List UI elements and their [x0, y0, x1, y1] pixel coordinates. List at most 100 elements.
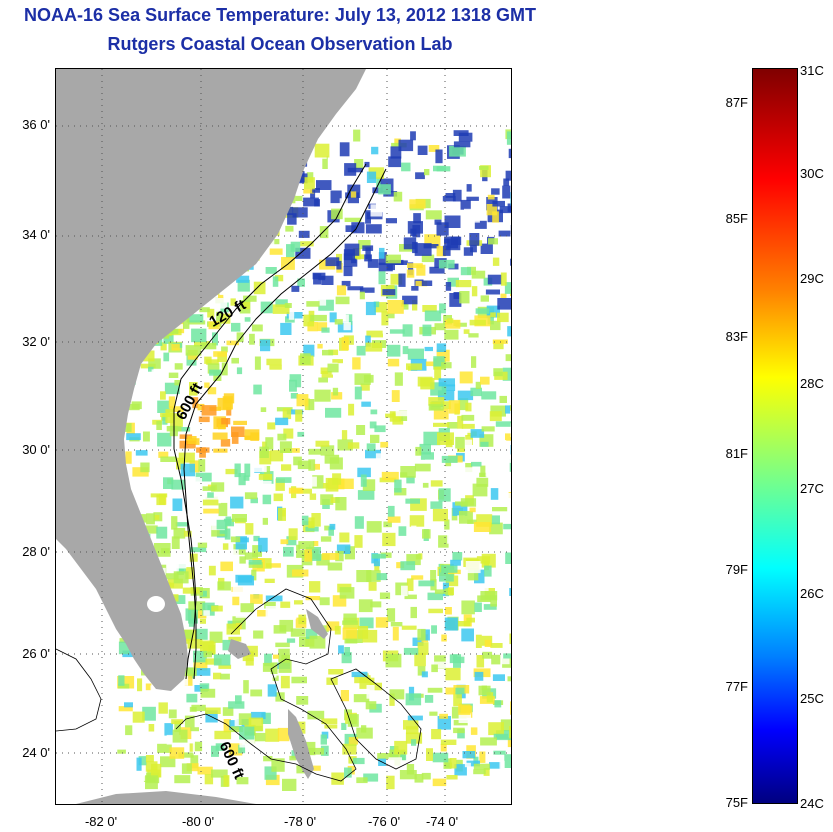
sst-pixel-patch — [185, 567, 194, 580]
sst-pixel-patch — [493, 750, 506, 755]
sst-pixel-patch — [490, 320, 501, 331]
sst-pixel-patch — [295, 195, 303, 201]
sst-pixel-patch — [492, 706, 507, 715]
sst-pixel-patch — [248, 560, 262, 565]
sst-pixel-patch — [390, 622, 403, 627]
sst-pixel-patch — [445, 282, 452, 291]
sst-pixel-patch — [125, 451, 132, 464]
sst-pixel-patch — [236, 275, 250, 283]
sst-pixel-patch — [237, 279, 250, 292]
sst-pixel-patch — [244, 492, 258, 500]
sst-pixel-patch — [305, 628, 318, 639]
land-bahamas-3 — [228, 639, 251, 659]
sst-pixel-patch — [453, 727, 465, 734]
sst-pixel-patch — [189, 553, 198, 562]
sst-pixel-patch — [222, 639, 234, 651]
sst-pixel-patch — [442, 401, 451, 410]
sst-pixel-patch — [446, 775, 458, 780]
sst-pixel-patch — [210, 701, 220, 707]
sst-pixel-patch — [137, 381, 153, 395]
sst-pixel-patch — [295, 186, 302, 193]
sst-pixel-patch — [347, 714, 359, 727]
sst-pixel-patch — [469, 233, 480, 246]
sst-pixel-patch — [288, 308, 295, 320]
sst-pixel-patch — [427, 687, 443, 693]
sst-pixel-patch — [190, 755, 199, 769]
lat-label-28: 28 0' — [22, 544, 50, 559]
sst-pixel-patch — [343, 266, 353, 277]
sst-pixel-patch — [265, 563, 281, 568]
sst-pixel-patch — [507, 737, 511, 748]
sst-pixel-patch — [358, 599, 373, 613]
sst-pixel-patch — [211, 482, 225, 492]
sst-pixel-patch — [466, 196, 479, 201]
sst-pixel-patch — [465, 402, 472, 412]
sst-pixel-patch — [312, 475, 324, 489]
sst-pixel-patch — [304, 177, 315, 190]
sst-pixel-patch — [434, 589, 450, 594]
sst-pixel-patch — [300, 353, 311, 365]
sst-pixel-patch — [174, 363, 183, 370]
sst-pixel-patch — [335, 296, 350, 305]
sst-pixel-patch — [193, 659, 208, 671]
sst-pixel-patch — [415, 172, 425, 180]
sst-pixel-patch — [448, 587, 454, 596]
sst-pixel-patch — [389, 749, 406, 761]
sst-pixel-patch — [176, 564, 186, 574]
sst-pixel-patch — [400, 561, 416, 571]
sst-pixel-patch — [200, 342, 217, 350]
sst-pixel-patch — [388, 156, 402, 168]
sst-pixel-patch — [506, 640, 511, 654]
sst-pixel-patch — [439, 713, 448, 719]
sst-pixel-patch — [484, 565, 492, 577]
sst-pixel-patch — [310, 314, 327, 322]
land-cuba — [76, 791, 256, 804]
colorbar-f-83: 83F — [725, 329, 748, 344]
sst-pixel-patch — [361, 401, 371, 407]
sst-pixel-patch — [507, 676, 511, 682]
sst-pixel-patch — [366, 171, 377, 183]
sst-pixel-patch — [406, 269, 415, 278]
sst-pixel-patch — [279, 441, 292, 453]
sst-pixel-patch — [303, 189, 315, 194]
sst-pixel-patch — [461, 600, 475, 615]
sst-pixel-patch — [244, 317, 251, 322]
sst-pixel-patch — [457, 448, 465, 453]
sst-pixel-patch — [382, 532, 396, 547]
sst-pixel-patch — [368, 167, 385, 179]
sst-pixel-patch — [385, 653, 402, 668]
sst-pixel-patch — [362, 245, 374, 251]
sst-pixel-patch — [226, 407, 232, 416]
sst-pixel-patch — [489, 402, 497, 409]
sst-pixel-patch — [468, 333, 479, 338]
sst-pixel-patch — [344, 647, 350, 657]
sst-pixel-patch — [169, 406, 184, 412]
sst-pixel-patch — [491, 188, 500, 195]
sst-pixel-patch — [416, 264, 426, 276]
sst-pixel-patch — [458, 713, 471, 723]
sst-pixel-patch — [472, 328, 488, 334]
sst-pixel-patch — [499, 395, 507, 403]
sst-pixel-patch — [142, 525, 158, 534]
sst-pixel-patch — [467, 266, 476, 275]
sst-pixel-patch — [474, 585, 489, 591]
sst-pixel-patch — [250, 732, 266, 742]
colorbar-f-75: 75F — [725, 795, 748, 810]
sst-pixel-patch — [505, 405, 511, 414]
sst-pixel-patch — [203, 508, 219, 514]
sst-pixel-patch — [190, 727, 199, 732]
sst-pixel-patch — [457, 415, 464, 429]
sst-pixel-patch — [359, 287, 375, 293]
sst-pixel-patch — [212, 298, 228, 309]
sst-pixel-patch — [492, 507, 508, 512]
sst-pixel-patch — [449, 145, 466, 157]
sst-pixel-patch — [422, 305, 437, 312]
sst-pixel-patch — [457, 621, 471, 627]
sst-pixel-patch — [118, 706, 133, 712]
sst-pixel-patch — [353, 757, 365, 765]
sst-pixel-patch — [343, 354, 353, 364]
sst-pixel-patch — [505, 669, 511, 674]
sst-pixel-patch — [312, 541, 319, 547]
sst-pixel-patch — [493, 340, 504, 350]
sst-pixel-patch — [434, 366, 442, 380]
